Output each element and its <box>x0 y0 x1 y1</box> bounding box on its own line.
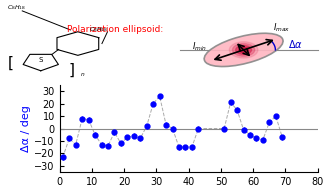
Text: S: S <box>39 57 43 63</box>
Text: $\Delta\alpha$: $\Delta\alpha$ <box>288 38 303 50</box>
Text: $C_8H_{18}$: $C_8H_{18}$ <box>89 25 108 34</box>
Text: ]: ] <box>69 63 74 78</box>
Text: [: [ <box>7 56 14 71</box>
Text: $I_{max}$: $I_{max}$ <box>273 21 290 34</box>
Text: $C_8H_{18}$: $C_8H_{18}$ <box>7 3 26 12</box>
Circle shape <box>236 45 252 54</box>
Circle shape <box>229 42 258 58</box>
Circle shape <box>232 43 255 56</box>
Text: Polarization ellipsoid:: Polarization ellipsoid: <box>67 25 163 33</box>
Ellipse shape <box>204 33 283 67</box>
Text: $_n$: $_n$ <box>80 70 85 79</box>
Circle shape <box>239 47 248 53</box>
Y-axis label: Δα / deg: Δα / deg <box>22 105 31 152</box>
Text: $I_{min}$: $I_{min}$ <box>192 41 207 53</box>
